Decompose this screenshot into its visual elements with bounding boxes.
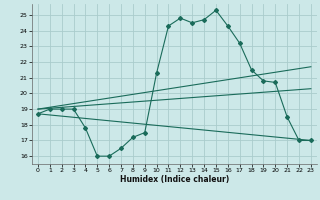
X-axis label: Humidex (Indice chaleur): Humidex (Indice chaleur) <box>120 175 229 184</box>
